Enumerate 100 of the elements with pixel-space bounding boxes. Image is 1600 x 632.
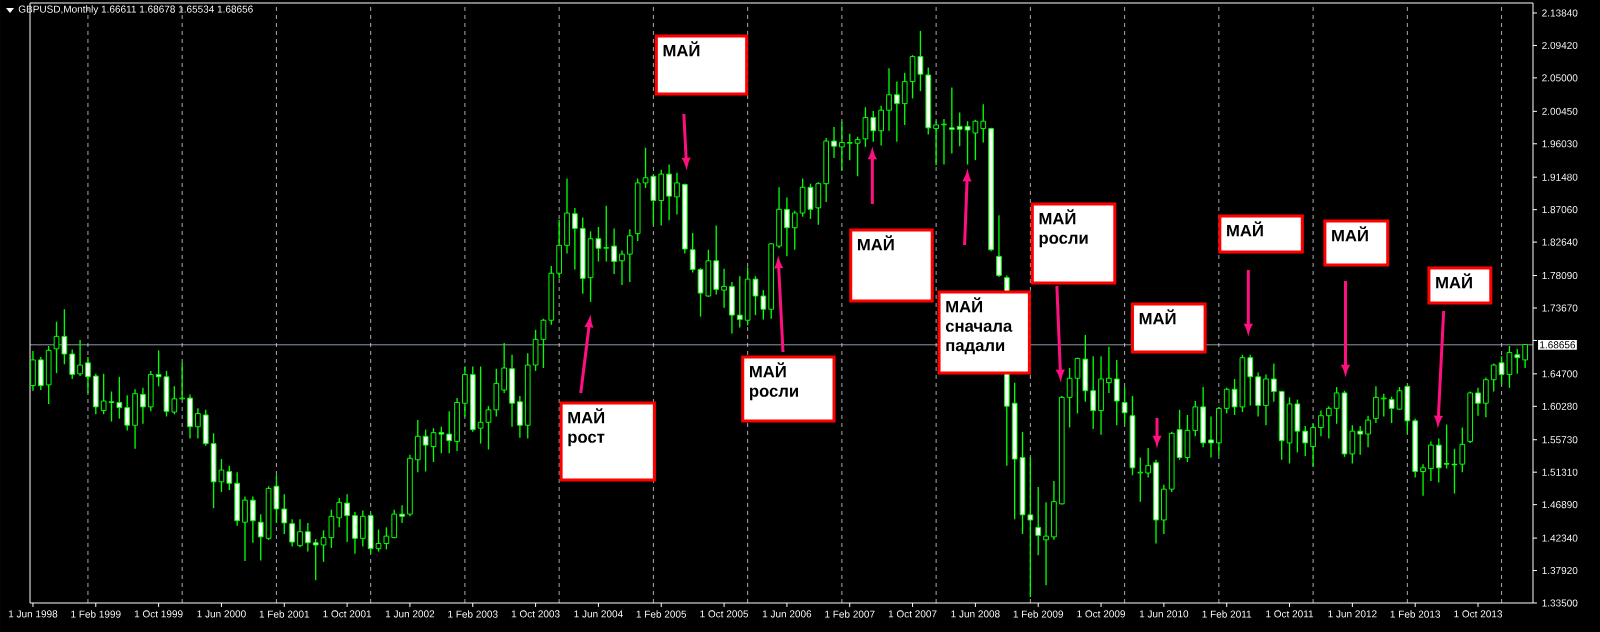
x-tick-label: 1 Oct 1999 — [134, 610, 183, 618]
candlestick — [1428, 440, 1434, 482]
x-tick-label: 1 Jun 2008 — [951, 610, 1000, 618]
candlestick — [344, 493, 350, 543]
candlestick — [870, 110, 877, 143]
candlestick — [1192, 400, 1199, 437]
chart-title: GBPUSD,Monthly 1.66611 1.68678 1.65534 1.68656 — [18, 5, 253, 15]
candlestick — [619, 249, 625, 286]
candlestick — [1310, 423, 1316, 468]
y-tick-label: 1.64700 — [1542, 370, 1578, 378]
candlestick — [1490, 362, 1497, 393]
annotation: МАЙ сначала падали — [945, 297, 1013, 355]
x-tick-label: 1 Jun 2006 — [762, 610, 812, 618]
candlestick — [195, 407, 201, 440]
annotation: МАЙ росли — [1039, 209, 1088, 248]
candlestick — [414, 419, 421, 473]
candlestick — [1035, 486, 1042, 556]
candlestick — [941, 118, 947, 166]
candlestick — [1113, 359, 1120, 426]
x-tick-label: 1 Feb 2011 — [1202, 610, 1252, 618]
x-tick-label: 1 Feb 1999 — [71, 610, 121, 618]
candlestick — [611, 227, 617, 275]
candlestick — [77, 339, 83, 377]
y-tick-label: 1.60280 — [1542, 402, 1578, 410]
y-tick-label: 1.78090 — [1542, 271, 1578, 280]
candlestick — [572, 207, 578, 271]
candlestick — [171, 385, 178, 415]
annotation: МАЙ — [1139, 309, 1176, 325]
candlestick — [336, 497, 343, 529]
candlestick — [831, 126, 837, 159]
candlestick — [1137, 456, 1144, 503]
candlestick — [501, 342, 508, 394]
y-tick-label: 1.96030 — [1542, 140, 1578, 148]
x-tick-label: 1 Oct 2003 — [511, 610, 560, 618]
candlestick — [1420, 463, 1426, 497]
y-tick-label: 1.82640 — [1542, 238, 1578, 246]
candlestick — [399, 504, 405, 524]
x-tick-label: 1 Feb 2005 — [636, 610, 687, 618]
x-tick-label: 1 Feb 2013 — [1390, 610, 1441, 618]
candlestick — [1270, 362, 1277, 403]
x-tick-label: 1 Feb 2009 — [1013, 610, 1064, 618]
candlestick — [1318, 409, 1324, 437]
candlestick — [784, 196, 790, 258]
x-tick-label: 1 Jun 2012 — [1328, 610, 1377, 618]
x-tick-label: 1 Oct 2009 — [1077, 610, 1126, 618]
candlestick — [886, 67, 892, 132]
candlestick — [894, 80, 900, 143]
candlestick — [846, 133, 853, 161]
y-tick-label: 2.13840 — [1542, 9, 1578, 17]
candlestick — [1302, 425, 1309, 457]
annotation: МАЙ — [1332, 226, 1368, 242]
x-tick-label: 1 Oct 2001 — [323, 610, 372, 618]
candlestick — [179, 362, 186, 401]
candlestick — [996, 214, 1002, 278]
y-tick-label: 1.55730 — [1542, 436, 1578, 444]
y-tick-label: 1.46890 — [1542, 501, 1578, 509]
candlestick — [603, 205, 610, 263]
candlestick — [689, 232, 696, 274]
y-tick-label: 1.33500 — [1542, 599, 1578, 607]
candlestick — [281, 493, 288, 535]
candlestick — [948, 86, 955, 155]
candlestick — [1357, 425, 1364, 456]
candlestick — [901, 72, 908, 126]
candlestick — [304, 522, 311, 553]
x-tick-label: 1 Oct 2011 — [1266, 610, 1314, 618]
y-tick-label: 2.09420 — [1542, 41, 1578, 49]
candlestick — [1475, 387, 1481, 417]
candlestick — [1106, 346, 1112, 394]
candlestick — [721, 268, 727, 309]
y-tick-label: 1.51310 — [1542, 468, 1578, 476]
y-tick-label: 2.00450 — [1542, 107, 1578, 115]
candlestick — [1514, 348, 1521, 375]
candlestick — [1333, 386, 1340, 425]
y-tick-label: 1.87060 — [1542, 206, 1578, 214]
x-tick-label: 1 Oct 2007 — [888, 610, 937, 618]
candlestick — [1483, 376, 1489, 418]
candlestick — [124, 394, 131, 432]
candlestick — [1380, 393, 1387, 418]
candlestick — [242, 495, 248, 562]
candlestick — [1459, 426, 1466, 473]
candlestick — [250, 495, 256, 544]
annotation: МАЙ — [1227, 221, 1263, 237]
x-tick-label: 1 Feb 2003 — [448, 610, 498, 618]
candlestick — [878, 105, 884, 147]
x-tick-label: 1 Jun 2000 — [197, 610, 246, 618]
x-tick-label: 1 Jun 2002 — [385, 610, 435, 618]
candlestick — [226, 464, 233, 491]
annotation: МАЙ росли — [750, 362, 798, 401]
candlestick — [312, 538, 319, 581]
y-tick-label: 1.91480 — [1542, 173, 1578, 181]
ref-line-label: 1.68656 — [1540, 341, 1576, 349]
candlestick — [446, 410, 453, 454]
candlestick — [289, 518, 295, 548]
y-tick-label: 2.05000 — [1542, 74, 1578, 82]
candlestick — [1365, 415, 1371, 448]
candlestick — [933, 120, 939, 166]
y-tick-label: 1.37920 — [1542, 566, 1578, 575]
candlestick — [736, 275, 743, 329]
candlestick — [517, 395, 523, 439]
candlestick — [626, 228, 633, 283]
